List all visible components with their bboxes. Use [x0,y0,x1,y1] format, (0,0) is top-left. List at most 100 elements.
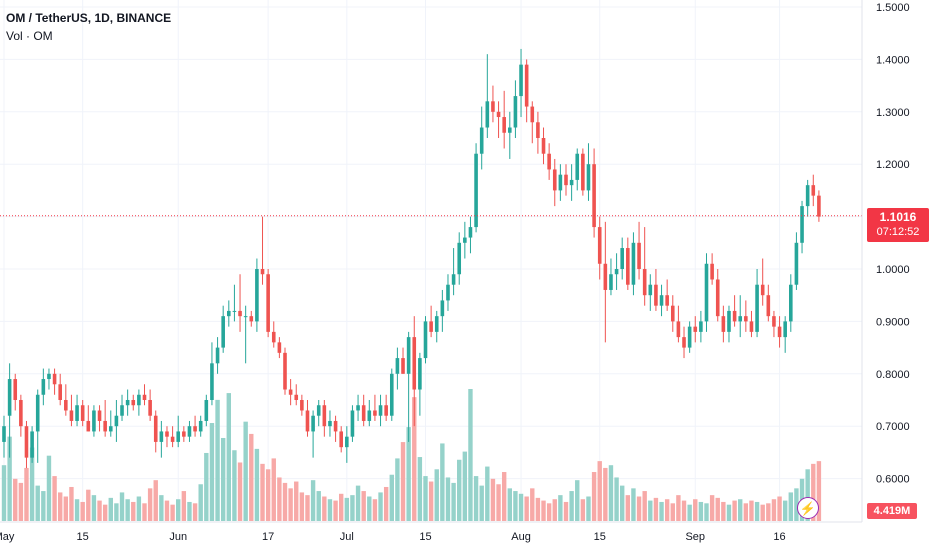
volume-bar [631,488,636,521]
candle-body [24,426,29,458]
candle-body [429,321,433,332]
candle-body [575,153,580,180]
candle-body [704,263,709,322]
volume-bar [18,482,24,521]
candle-body [215,347,220,364]
candle-body [794,242,799,285]
volume-bar [642,491,647,521]
candle-body [710,263,714,280]
volume-tag: 4.419M [867,503,917,519]
volume-bar [52,476,57,521]
volume-bar [721,501,726,521]
time-tick-label: Aug [511,531,531,543]
volume-bar [232,450,237,521]
volume-bar [339,493,344,521]
volume-bar [260,463,265,521]
time-tick-label: 17 [262,531,274,543]
price-axis[interactable]: 1.50001.40001.30001.20001.10001.00000.90… [861,0,910,522]
candle-body [238,310,242,317]
volume-bar [507,488,512,521]
volume-bar [743,503,749,521]
volume-bar [265,469,271,521]
volume-bar [209,423,215,521]
candle-body [772,316,776,327]
candle-body [642,269,647,296]
volume-bar [715,497,720,521]
candle-body [271,331,276,343]
volume-bar [754,501,760,521]
price-tick-label: 1.4000 [876,54,910,66]
volume-bar [709,495,715,521]
volume-bar [535,497,541,521]
candle-body [153,415,158,442]
candle-body [609,274,613,290]
candle-body [682,337,686,348]
last-price: 1.1016 [879,210,917,224]
candle-body [760,284,765,296]
candle-body [75,405,79,421]
candle-body [316,405,321,416]
volume-bar [664,499,670,521]
candle-body [182,431,186,437]
candle-body [496,111,501,118]
volume-bar [159,495,164,521]
candle-body [440,300,445,317]
candle-body [41,379,46,395]
volume-bar [361,491,366,521]
candle-body [631,242,636,285]
volume-bar [333,500,338,521]
candle-body [13,379,18,400]
volume-indicator-label[interactable]: Vol · OM [6,29,53,43]
volume-bar [501,472,507,521]
price-tick-label: 0.6000 [876,474,910,486]
volume-bar [164,500,170,521]
candle-body [412,337,417,390]
volume-bar [659,501,664,521]
volume-bar [294,481,299,521]
volume-bar [417,457,423,521]
volume-bar [524,496,529,521]
volume-bar [237,462,243,521]
candle-body [519,64,523,97]
volume-bar [636,496,642,521]
candle-body [114,415,119,427]
candle-body [620,248,624,269]
volume-bar [445,477,451,521]
volume-bar [119,492,125,521]
volume-bar [1,465,7,521]
volume-bar [310,480,316,521]
candle-body [333,420,338,432]
volume-bar [355,485,361,521]
candle-body [47,373,51,380]
candle-body [446,284,450,301]
candle-body [434,316,439,332]
candle-body [361,405,366,421]
volume-bar [220,437,226,521]
volume-bar [614,477,619,521]
candle-body [328,420,332,427]
time-axis[interactable]: May 15 Jun 17 Jul 15 Aug 15 Sep 16 [0,521,862,543]
volume-bar [625,495,631,521]
candle-body [614,269,619,275]
candle-body [626,248,630,285]
volume-bar [69,486,74,521]
candle-body [345,436,349,448]
lightning-icon[interactable]: ⚡ [797,497,819,519]
candle-body [137,394,141,406]
volume-bar [693,499,698,521]
time-tick-label: May [0,531,15,543]
volume-bar [518,493,524,521]
volume-bar [142,503,147,521]
candle-body [715,279,720,317]
volume-bar [187,501,192,521]
candle-body [524,64,529,107]
volume-bar [277,477,282,521]
candle-body [159,431,164,442]
volume-bar [24,467,29,521]
candle-body [502,117,506,133]
symbol-title[interactable]: OM / TetherUS, 1D, BINANCE [6,11,172,25]
candle-body [255,269,259,322]
volume-bars [1,389,822,521]
volume-bar [530,488,535,521]
